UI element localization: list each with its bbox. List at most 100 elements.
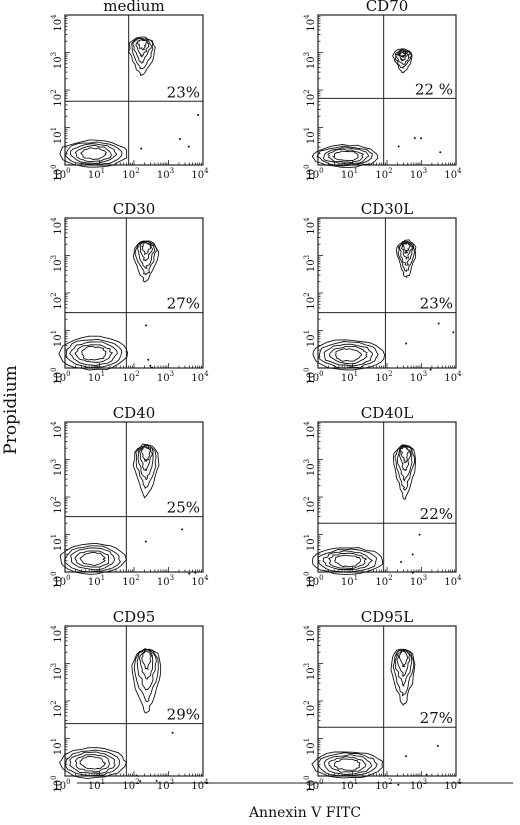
contour-line (312, 339, 386, 371)
contour-line (59, 747, 127, 780)
event-dot (178, 138, 181, 141)
quadrant-percentage: 29% (167, 706, 200, 724)
y-tick-label: 100 (303, 571, 317, 588)
y-tick-label: 101 (50, 127, 64, 144)
panel-title: CD95L (361, 608, 414, 626)
contour-line (392, 649, 415, 697)
contour-line (69, 143, 118, 165)
contour-line (394, 444, 416, 491)
y-tick-label: 100 (303, 164, 317, 181)
contour-line (79, 755, 107, 770)
contour-line (311, 144, 379, 168)
contour-line (397, 50, 409, 61)
x-tick-label: 102 (122, 370, 139, 384)
x-tick-label: 101 (341, 574, 358, 588)
contour-viable-population (59, 542, 127, 575)
y-tick-label: 103 (303, 663, 317, 680)
y-tick-label: 104 (303, 421, 317, 439)
y-tick-label: 102 (50, 496, 64, 513)
event-dot (437, 322, 440, 325)
y-tick-label: 101 (303, 738, 317, 755)
y-tick-label: 103 (50, 255, 64, 272)
contour-viable-population (58, 335, 129, 371)
x-tick-label: 100 (53, 167, 70, 181)
event-dot (429, 368, 432, 371)
y-tick-label: 101 (50, 534, 64, 551)
contour-line (81, 345, 107, 361)
event-dot (147, 358, 150, 361)
y-tick-label: 103 (50, 663, 64, 680)
x-tick-label: 104 (444, 778, 462, 792)
x-tick-label: 101 (341, 778, 358, 792)
event-dot (420, 137, 423, 140)
contour-line (311, 547, 383, 575)
y-tick-label: 102 (50, 292, 64, 309)
panel-title: CD30 (113, 200, 156, 218)
x-tick-label: 100 (306, 574, 323, 588)
event-dot (400, 561, 403, 564)
y-tick-label: 104 (50, 625, 64, 643)
quadrant-percentage: 27% (420, 709, 453, 727)
x-tick-label: 101 (88, 167, 105, 181)
event-dot (171, 731, 174, 734)
x-tick-label: 102 (375, 370, 392, 384)
y-tick-label: 102 (303, 89, 317, 106)
contour-line (134, 240, 158, 276)
y-tick-label: 100 (50, 571, 64, 588)
x-tick-label: 102 (375, 167, 392, 181)
contour-line (317, 548, 378, 573)
x-tick-label: 103 (410, 167, 427, 181)
event-dot (135, 774, 138, 777)
contour-line (395, 49, 411, 65)
x-tick-label: 102 (122, 167, 139, 181)
contour-line (132, 443, 160, 499)
y-tick-label: 102 (303, 496, 317, 513)
contour-line (59, 139, 128, 168)
contour-viable-population (311, 144, 379, 168)
event-dot (151, 366, 154, 369)
x-tick-label: 101 (341, 370, 358, 384)
contour-line (136, 648, 157, 691)
event-dot (194, 571, 197, 574)
contour-line (322, 147, 370, 165)
contour-viable-population (311, 751, 383, 779)
contour-line (74, 754, 110, 773)
x-tick-label: 104 (191, 167, 209, 181)
plot-frame (64, 625, 204, 777)
contour-line (132, 240, 160, 283)
contour-line (396, 445, 413, 483)
y-tick-label: 104 (303, 625, 317, 643)
event-dot (397, 145, 400, 148)
x-tick-label: 101 (88, 778, 105, 792)
event-dot (405, 342, 408, 345)
event-dot (411, 553, 414, 556)
x-tick-label: 103 (410, 370, 427, 384)
contour-apoptotic-population (132, 240, 160, 283)
x-tick-label: 103 (157, 574, 174, 588)
contour-apoptotic-population (390, 648, 416, 706)
y-tick-label: 103 (50, 459, 64, 476)
contour-line (65, 749, 120, 777)
contour-line (131, 37, 154, 70)
x-tick-label: 103 (157, 167, 174, 181)
y-tick-label: 104 (50, 14, 64, 32)
y-tick-label: 103 (303, 52, 317, 69)
x-tick-label: 100 (53, 574, 70, 588)
contour-line (323, 343, 374, 367)
x-tick-label: 104 (191, 370, 209, 384)
quadrant-percentage: 22% (420, 505, 453, 523)
contour-apoptotic-population (392, 444, 417, 500)
contour-line (139, 649, 154, 680)
x-tick-label: 102 (375, 778, 392, 792)
contour-apoptotic-population (395, 239, 417, 279)
quadrant-percentage: 25% (167, 499, 200, 517)
contour-line (390, 648, 416, 706)
contour-line (65, 338, 123, 369)
x-tick-label: 104 (191, 778, 209, 792)
